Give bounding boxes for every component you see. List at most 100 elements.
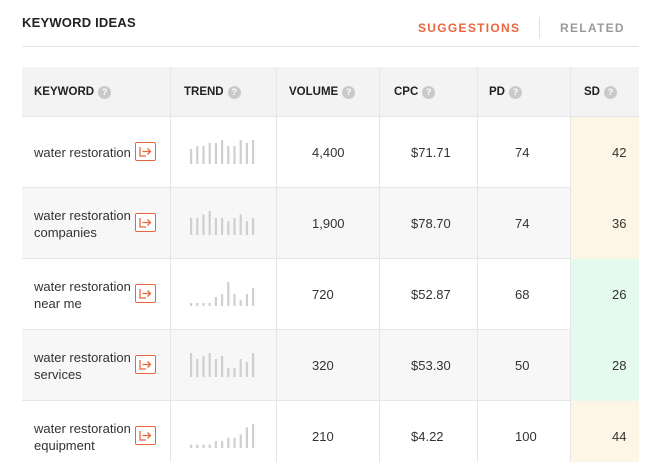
cpc-value: $4.22	[411, 429, 444, 444]
section-title: KEYWORD IDEAS	[22, 15, 136, 30]
help-icon[interactable]: ?	[422, 85, 436, 99]
column-header-cpc[interactable]: CPC ?	[394, 67, 436, 117]
trend-bar	[214, 217, 217, 235]
column-label-trend: TREND	[184, 86, 224, 98]
sd-cell	[571, 188, 639, 259]
trend-bar	[196, 444, 199, 448]
trend-bar	[208, 444, 211, 448]
keyword-text[interactable]: water restoration	[34, 145, 131, 160]
column-label-cpc: CPC	[394, 86, 419, 98]
trend-bar	[245, 427, 248, 448]
trend-sparkline	[190, 353, 255, 377]
trend-bar	[208, 143, 211, 164]
column-header-volume[interactable]: VOLUME ?	[289, 67, 356, 117]
keyword-text[interactable]: water restoration near me	[34, 278, 131, 311]
external-link-icon[interactable]	[135, 213, 156, 232]
keyword-ideas-header: KEYWORD IDEAS SUGGESTIONS RELATED	[22, 0, 639, 47]
trend-bar	[221, 140, 224, 164]
tab-suggestions[interactable]: SUGGESTIONS	[418, 21, 521, 35]
help-icon[interactable]: ?	[508, 85, 522, 99]
trend-sparkline	[190, 282, 255, 306]
trend-bar	[190, 303, 193, 306]
tab-related[interactable]: RELATED	[560, 21, 625, 35]
column-header-sd[interactable]: SD ?	[584, 67, 617, 117]
help-icon[interactable]: ?	[342, 85, 356, 99]
volume-value: 210	[312, 429, 334, 444]
trend-bar	[252, 140, 255, 164]
volume-value: 1,900	[312, 216, 345, 231]
trend-sparkline	[190, 211, 255, 235]
trend-bar	[202, 214, 205, 235]
trend-bar	[214, 359, 217, 377]
cpc-value: $52.87	[411, 287, 451, 302]
column-header-pd[interactable]: PD ?	[489, 67, 522, 117]
volume-value: 720	[312, 287, 334, 302]
trend-bar	[190, 149, 193, 164]
trend-bar	[239, 434, 242, 448]
trend-bar	[252, 353, 255, 377]
trend-bar	[252, 217, 255, 235]
trend-bar	[239, 214, 242, 235]
sd-value: 44	[612, 429, 627, 444]
external-link-icon[interactable]	[135, 284, 156, 303]
column-header-trend[interactable]: TREND ?	[184, 67, 241, 117]
trend-bar	[233, 294, 236, 306]
trend-bar	[221, 356, 224, 377]
external-link-icon[interactable]	[135, 142, 156, 161]
keyword-text[interactable]: water restoration services	[34, 349, 131, 382]
pd-value: 50	[515, 358, 530, 373]
help-icon[interactable]: ?	[603, 85, 617, 99]
trend-bar	[233, 437, 236, 448]
trend-sparkline	[190, 140, 255, 164]
column-divider	[379, 67, 380, 462]
table-row: water restoration near me 720 $52.87 68 26	[22, 259, 639, 330]
trend-bar	[233, 217, 236, 235]
trend-bar	[233, 368, 236, 377]
help-icon[interactable]: ?	[227, 85, 241, 99]
trend-bar	[196, 303, 199, 306]
column-divider	[276, 67, 277, 462]
trend-bar	[214, 143, 217, 164]
trend-bar	[196, 146, 199, 164]
table-row: water restoration 4,400 $71.71 74 42	[22, 117, 639, 188]
external-link-icon[interactable]	[135, 355, 156, 374]
trend-bar	[190, 444, 193, 448]
trend-bar	[202, 303, 205, 306]
external-link-icon[interactable]	[135, 426, 156, 445]
pd-value: 100	[515, 429, 537, 444]
trend-sparkline	[190, 424, 255, 448]
trend-bar	[196, 359, 199, 377]
help-icon[interactable]: ?	[98, 85, 112, 99]
sd-value: 26	[612, 287, 627, 302]
trend-bar	[221, 441, 224, 448]
sd-value: 28	[612, 358, 627, 373]
trend-bar	[221, 217, 224, 235]
trend-bar	[227, 282, 230, 306]
trend-bar	[252, 288, 255, 306]
column-header-keyword[interactable]: KEYWORD ?	[34, 67, 112, 117]
column-label-volume: VOLUME	[289, 86, 339, 98]
trend-bar	[202, 444, 205, 448]
trend-bar	[190, 353, 193, 377]
trend-bar	[214, 441, 217, 448]
table-row: water restoration equipment 210 $4.22 100 44	[22, 401, 639, 462]
table-row: water restoration companies 1,900 $78.70 74…	[22, 188, 639, 259]
sd-value: 42	[612, 145, 627, 160]
trend-bar	[208, 353, 211, 377]
keyword-text[interactable]: water restoration equipment	[34, 420, 131, 453]
sd-cell	[571, 117, 639, 188]
trend-bar	[252, 424, 255, 448]
sd-cell	[571, 401, 639, 462]
trend-bar	[196, 217, 199, 235]
cpc-value: $53.30	[411, 358, 451, 373]
column-divider	[570, 67, 571, 462]
column-label-pd: PD	[489, 86, 505, 98]
column-divider	[477, 67, 478, 462]
keyword-text[interactable]: water restoration companies	[34, 207, 131, 240]
trend-bar	[239, 140, 242, 164]
column-label-keyword: KEYWORD	[34, 86, 95, 98]
pd-value: 74	[515, 145, 530, 160]
cpc-value: $78.70	[411, 216, 451, 231]
trend-bar	[245, 221, 248, 235]
sd-cell	[571, 259, 639, 330]
